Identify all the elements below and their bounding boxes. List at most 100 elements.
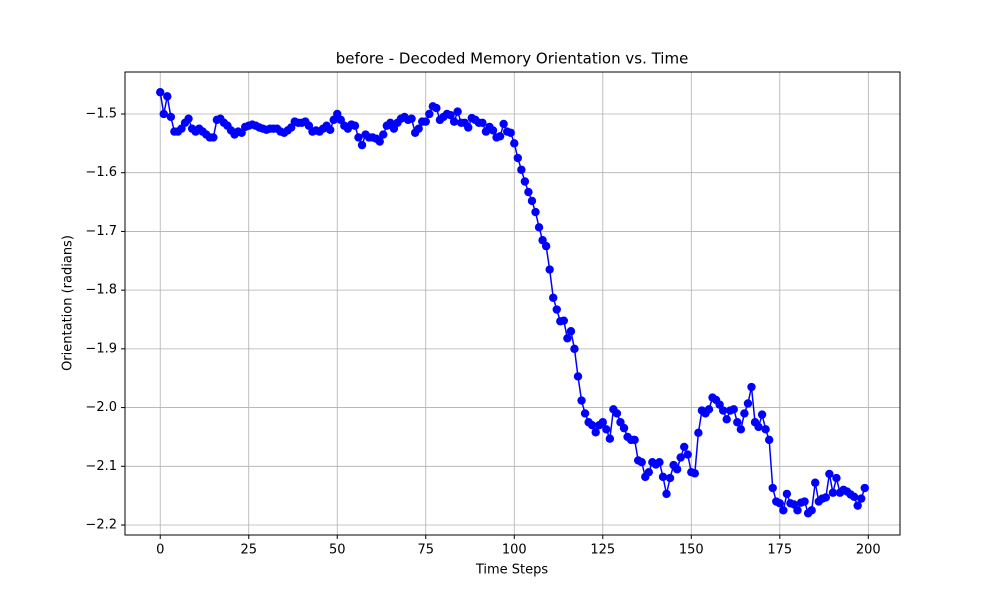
data-point — [782, 489, 792, 499]
x-tick-label: 0 — [156, 543, 164, 558]
data-point — [350, 121, 360, 130]
data-point — [644, 467, 654, 477]
x-tick-label: 25 — [240, 543, 257, 558]
y-tick-label: −2.1 — [85, 459, 117, 474]
data-point — [354, 133, 363, 142]
data-point — [577, 396, 586, 405]
x-axis-label: Time Steps — [475, 563, 549, 578]
data-point — [662, 489, 671, 499]
data-point — [156, 88, 165, 97]
data-point — [520, 177, 530, 186]
data-point — [379, 130, 388, 139]
y-tick-label: −1.7 — [85, 224, 117, 239]
data-point — [743, 399, 753, 408]
data-point — [718, 406, 728, 415]
data-point — [761, 425, 770, 434]
data-point — [375, 137, 384, 146]
data-point — [591, 428, 600, 437]
data-point — [159, 109, 168, 119]
data-point — [573, 372, 583, 381]
data-point — [453, 107, 462, 116]
data-point — [658, 472, 668, 482]
data-point — [757, 410, 767, 419]
data-point — [676, 453, 685, 462]
y-tick-label: −1.8 — [85, 283, 117, 298]
data-point — [683, 450, 692, 459]
data-point — [446, 110, 455, 120]
data-point — [605, 434, 615, 443]
data-point — [672, 465, 682, 474]
data-point — [421, 117, 430, 126]
y-axis-label: Orientation (radians) — [61, 235, 76, 371]
data-point — [853, 501, 862, 510]
x-tick-label: 175 — [767, 543, 792, 558]
x-tick-label: 200 — [856, 543, 881, 558]
data-point — [499, 119, 508, 129]
data-point — [513, 153, 523, 163]
data-point — [587, 420, 597, 430]
data-point — [779, 506, 788, 515]
data-point — [690, 469, 700, 478]
data-point — [619, 423, 629, 433]
data-point — [524, 187, 533, 197]
data-point — [534, 223, 544, 232]
data-point — [821, 493, 831, 502]
data-point — [602, 425, 611, 434]
data-point — [325, 125, 335, 135]
data-point — [527, 196, 537, 206]
data-point — [800, 497, 809, 506]
x-tick-label: 100 — [502, 543, 527, 558]
data-point — [541, 241, 551, 251]
data-point — [694, 428, 703, 438]
data-point — [764, 435, 774, 445]
data-point — [464, 123, 473, 132]
data-point — [793, 506, 802, 515]
data-point — [832, 473, 841, 483]
data-point — [665, 473, 675, 483]
data-point — [559, 316, 569, 325]
data-point — [495, 132, 505, 141]
data-point — [849, 492, 859, 502]
data-point — [704, 405, 714, 414]
data-point — [811, 478, 820, 487]
data-point — [549, 293, 558, 302]
data-point — [825, 469, 834, 479]
x-tick-label: 75 — [417, 543, 434, 558]
data-point — [722, 415, 731, 424]
data-point — [637, 457, 646, 467]
data-point — [506, 128, 515, 137]
data-point — [857, 494, 866, 503]
data-point — [747, 382, 756, 392]
plot-frame — [124, 71, 901, 536]
data-point — [432, 103, 441, 113]
data-point — [166, 112, 176, 122]
data-point — [209, 133, 218, 142]
data-point — [580, 409, 590, 418]
data-point — [407, 114, 416, 123]
data-point — [754, 422, 763, 432]
y-tick-label: −1.5 — [85, 106, 117, 121]
data-point — [357, 140, 367, 150]
data-point — [449, 117, 459, 126]
data-point — [570, 344, 579, 354]
data-point — [680, 442, 689, 452]
data-point — [531, 207, 540, 217]
data-point — [828, 488, 838, 497]
data-point — [552, 305, 561, 314]
x-tick-label: 125 — [590, 543, 615, 558]
data-point — [414, 124, 423, 133]
y-tick-label: −1.9 — [85, 341, 117, 356]
data-point — [733, 418, 742, 427]
data-point — [740, 409, 749, 418]
data-point — [655, 457, 664, 467]
data-point — [517, 165, 526, 174]
data-point — [563, 334, 572, 343]
data-point — [612, 409, 622, 418]
data-point — [860, 483, 869, 493]
data-point — [510, 139, 519, 148]
data-point — [545, 265, 554, 274]
x-tick-label: 50 — [329, 543, 346, 558]
data-point — [630, 435, 639, 445]
